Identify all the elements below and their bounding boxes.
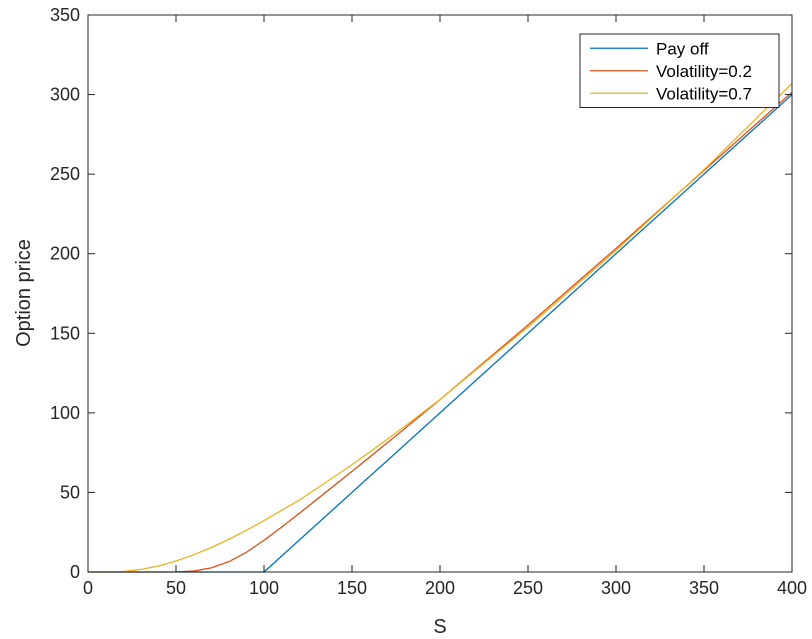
x-tick-label: 350 [689,578,719,598]
series-line-2 [88,82,793,573]
x-tick-label: 300 [601,578,631,598]
x-tick-label: 400 [777,578,807,598]
y-tick-label: 350 [50,5,80,25]
x-tick-label: 250 [513,578,543,598]
legend-box [579,33,780,108]
tick-labels-layer: 0 50 100 150 200 250 300 350 400 0 50 100 150 200 250 3… [50,5,807,598]
series-line-1 [88,91,793,573]
x-tick-label: 0 [83,578,93,598]
y-axis-label: Option price [13,239,35,347]
legend-label-2: Volatility=0.7 [656,84,752,103]
x-tick-label: 50 [166,578,186,598]
x-axis-label: S [433,616,446,638]
legend: Pay off Volatility=0.2 Volatility=0.7 [579,33,780,108]
y-tick-label: 100 [50,403,80,423]
x-tick-label: 100 [249,578,279,598]
legend-label-0: Pay off [656,39,709,58]
y-tick-label: 200 [50,244,80,264]
y-tick-label: 0 [70,562,80,582]
plot-area-border [87,14,793,573]
legend-label-1: Volatility=0.2 [656,62,752,81]
y-tick-label: 50 [60,482,80,502]
x-tick-label: 200 [425,578,455,598]
x-tick-label: 150 [337,578,367,598]
y-tick-label: 250 [50,164,80,184]
y-tick-label: 300 [50,85,80,105]
y-tick-label: 150 [50,323,80,343]
